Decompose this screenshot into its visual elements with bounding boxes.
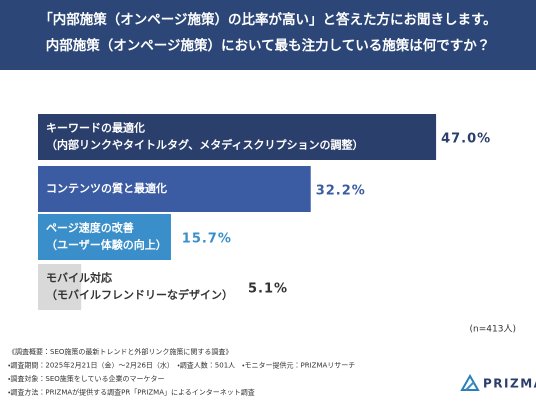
category-label: （モバイルフレンドリーなデザイン）	[46, 288, 233, 302]
logo-icon-line	[465, 381, 475, 391]
bar	[38, 264, 82, 310]
category-label: （内部リンクやタイトルタグ、メタディスクリプションの調整）	[46, 138, 363, 152]
footer-line: ・調査対象：SEO施策をしている企業のマーケター	[8, 374, 165, 383]
category-label: キーワードの最適化	[46, 121, 145, 135]
brand-logo: PRIZMA	[460, 373, 536, 391]
chart-title: 内部施策（オンページ施策）において最も注力している施策は何ですか？	[46, 37, 490, 54]
logo-icon	[460, 373, 480, 391]
sample-note: (n=413人)	[470, 325, 516, 335]
header-band	[0, 0, 536, 70]
bar	[38, 214, 171, 260]
brand-name: PRIZMA	[483, 377, 536, 391]
category-label: （ユーザー体験の向上）	[46, 238, 167, 252]
value-label: 15.7%	[182, 232, 232, 247]
value-label: 47.0%	[441, 132, 491, 147]
value-label: 5.1%	[248, 282, 288, 297]
bar	[38, 166, 311, 212]
value-label: 32.2%	[316, 184, 366, 199]
chart-title: 「内部施策（オンページ施策）の比率が高い」と答えた方にお聞きします。	[39, 11, 496, 28]
footer-line: 《調査概要：SEO施策の最新トレンドと外部リンク施策に関する調査》	[8, 347, 232, 356]
footer-line: ・調査期間：2025年2月21日（金）〜2月26日（水） ・調査人数：501人 …	[8, 361, 355, 370]
category-label: ページ速度の改善	[46, 221, 134, 235]
category-label: コンテンツの質と最適化	[46, 181, 167, 195]
bar	[38, 114, 437, 160]
category-label: モバイル対応	[46, 271, 112, 285]
footer-line: ・調査方法：PRIZMAが提供する調査PR「PRIZMA」によるインターネット調…	[8, 388, 255, 397]
